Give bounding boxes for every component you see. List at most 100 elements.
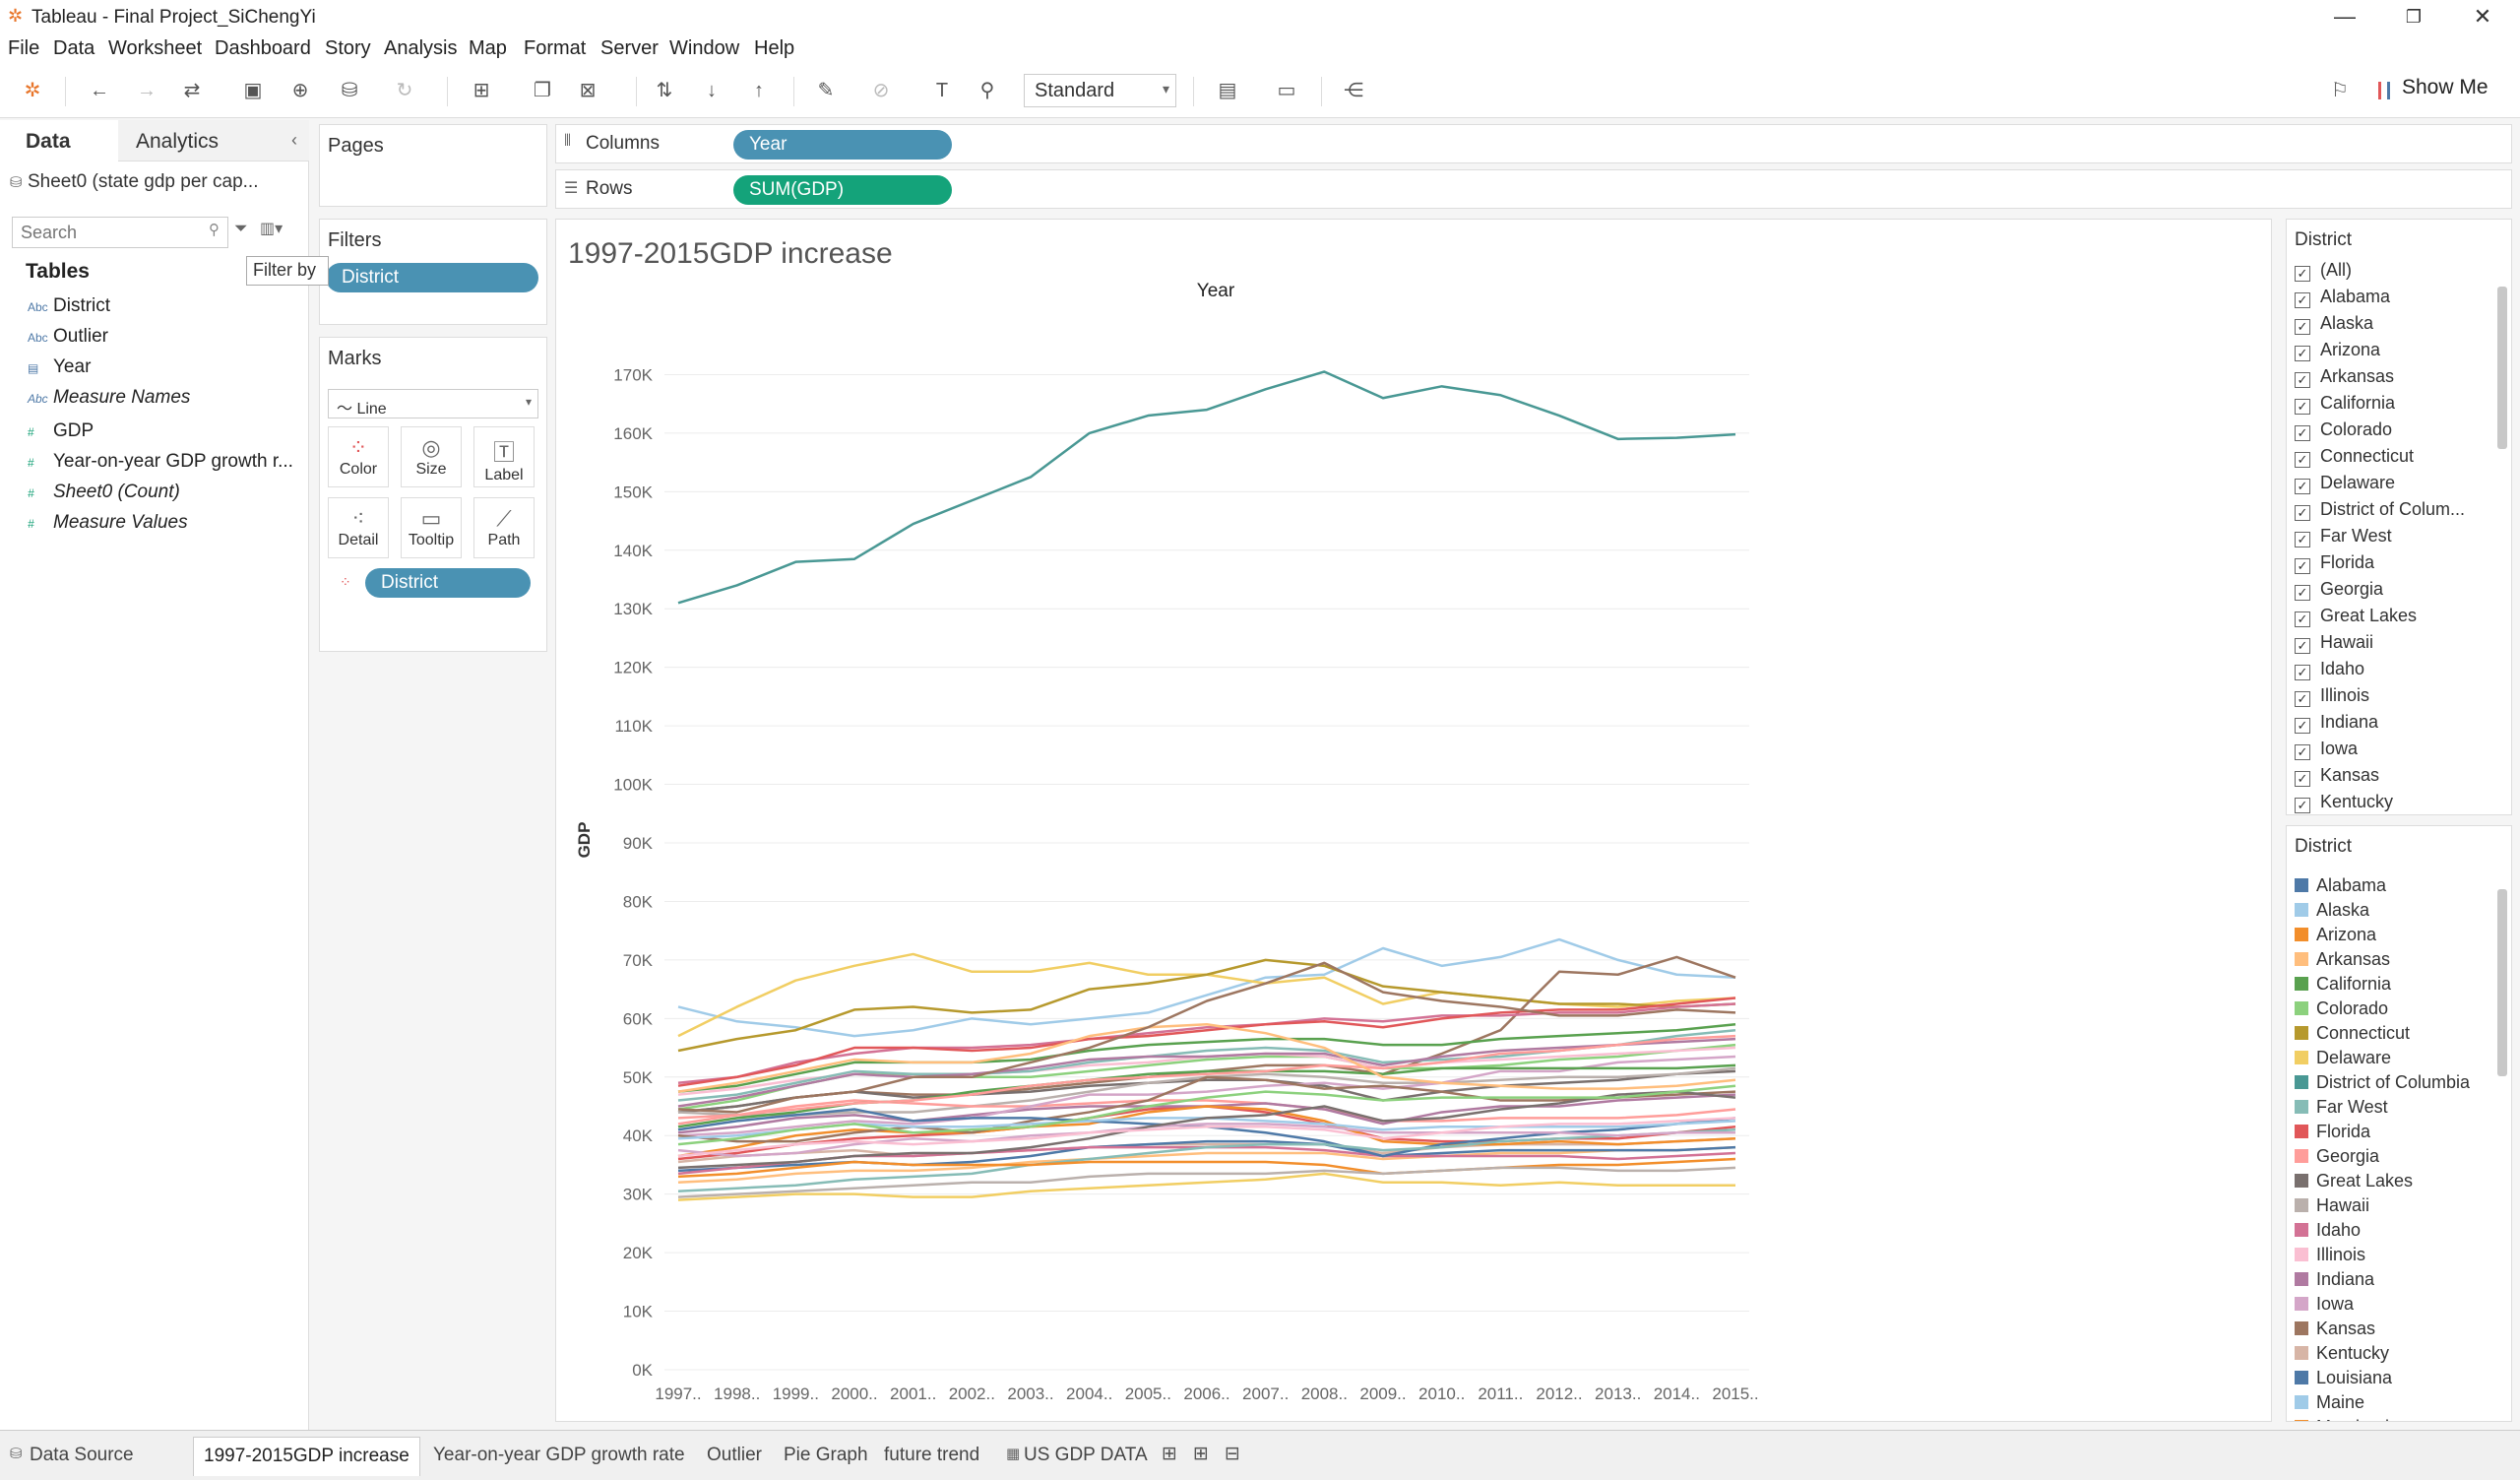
view-options-icon[interactable]: ▥▾: [260, 221, 284, 237]
filter-item[interactable]: ✓ Indiana: [2287, 709, 2511, 736]
highlight-icon[interactable]: ✎: [817, 80, 835, 101]
checkbox-icon[interactable]: ✓: [2295, 532, 2310, 547]
legend-item[interactable]: Great Lakes: [2287, 1169, 2511, 1193]
sort-ascending-icon[interactable]: ↓: [707, 80, 717, 101]
series-line[interactable]: [677, 1023, 1736, 1093]
legend-item[interactable]: Kentucky: [2287, 1341, 2511, 1366]
mark-type-dropdown[interactable]: 〜 Line ▾: [328, 389, 538, 418]
checkbox-icon[interactable]: ✓: [2295, 292, 2310, 308]
series-line[interactable]: [677, 1145, 1736, 1185]
legend-item[interactable]: Hawaii: [2287, 1193, 2511, 1218]
filter-item[interactable]: ✓ Colorado: [2287, 417, 2511, 443]
checkbox-icon[interactable]: ✓: [2295, 452, 2310, 468]
field-measure-names[interactable]: Abc Measure Names: [28, 387, 190, 409]
legend-item[interactable]: Colorado: [2287, 997, 2511, 1021]
mark-pill-district[interactable]: District: [365, 568, 531, 598]
filter-item[interactable]: ✓ (All): [2287, 257, 2511, 284]
series-line[interactable]: [677, 1166, 1736, 1198]
new-worksheet-icon[interactable]: ⊞: [472, 80, 490, 101]
menu-worksheet[interactable]: Worksheet: [108, 37, 203, 59]
pin-icon[interactable]: ⚲: [979, 80, 995, 101]
redo-icon[interactable]: →: [137, 80, 157, 101]
show-labels-icon[interactable]: T: [935, 80, 949, 101]
legend-item[interactable]: California: [2287, 972, 2511, 997]
tab-pie-graph[interactable]: Pie Graph: [784, 1445, 868, 1465]
series-line[interactable]: [677, 1023, 1736, 1093]
checkbox-icon[interactable]: ✓: [2295, 505, 2310, 521]
menu-analysis[interactable]: Analysis: [384, 37, 458, 59]
checkbox-icon[interactable]: ✓: [2295, 665, 2310, 680]
checkbox-icon[interactable]: ✓: [2295, 425, 2310, 441]
series-line[interactable]: [677, 1117, 1736, 1158]
filter-item[interactable]: ✓ Hawaii: [2287, 629, 2511, 656]
series-line[interactable]: [677, 1172, 1735, 1201]
series-line[interactable]: [677, 1055, 1736, 1137]
filter-item[interactable]: ✓ Kentucky: [2287, 789, 2511, 814]
series-line[interactable]: [677, 370, 1736, 605]
series-line[interactable]: [677, 1136, 1736, 1164]
legend-item[interactable]: Delaware: [2287, 1046, 2511, 1070]
menu-file[interactable]: File: [8, 37, 40, 59]
close-button[interactable]: ✕: [2473, 4, 2492, 29]
detail-button[interactable]: ⁖ Detail: [328, 497, 389, 558]
checkbox-icon[interactable]: ✓: [2295, 638, 2310, 654]
path-button[interactable]: ⟋ Path: [473, 497, 535, 558]
filter-item[interactable]: ✓ Florida: [2287, 549, 2511, 576]
legend-item[interactable]: Alabama: [2287, 873, 2511, 898]
legend-scrollbar[interactable]: [2497, 889, 2507, 1076]
filter-item[interactable]: ✓ Great Lakes: [2287, 603, 2511, 629]
menu-format[interactable]: Format: [524, 37, 587, 59]
tooltip-button[interactable]: ▭ Tooltip: [401, 497, 462, 558]
series-line[interactable]: [677, 1090, 1736, 1170]
filter-item[interactable]: ✓ Arkansas: [2287, 363, 2511, 390]
line-chart[interactable]: Year GDP 0K 10K 20K 30K 40K 50K 60K 70K 80K 90K 10…: [556, 220, 2273, 1423]
field-sheet0-count[interactable]: # Sheet0 (Count): [28, 482, 180, 503]
filter-item[interactable]: ✓ Kansas: [2287, 762, 2511, 789]
new-dashboard-tab-icon[interactable]: ⊞: [1193, 1444, 1209, 1464]
filter-pill-district[interactable]: District: [326, 263, 538, 292]
filter-scrollbar[interactable]: [2497, 287, 2507, 449]
checkbox-icon[interactable]: ✓: [2295, 319, 2310, 335]
refresh-icon[interactable]: ↻: [396, 80, 413, 101]
checkbox-icon[interactable]: ✓: [2295, 585, 2310, 601]
presentation-mode-icon[interactable]: ▭: [1277, 80, 1296, 101]
filter-item[interactable]: ✓ Iowa: [2287, 736, 2511, 762]
size-button[interactable]: ◎ Size: [401, 426, 462, 487]
series-line[interactable]: [677, 997, 1736, 1087]
checkbox-icon[interactable]: ✓: [2295, 266, 2310, 282]
field-yoy-growth[interactable]: # Year-on-year GDP growth r...: [28, 451, 293, 473]
menu-help[interactable]: Help: [754, 37, 795, 59]
group-icon[interactable]: ⊘: [872, 80, 890, 101]
filter-item[interactable]: ✓ Alaska: [2287, 310, 2511, 337]
legend-item[interactable]: Maryland: [2287, 1415, 2511, 1421]
checkbox-icon[interactable]: ✓: [2295, 718, 2310, 734]
series-line[interactable]: [677, 1037, 1736, 1108]
tab-analytics[interactable]: Analytics: [118, 120, 309, 161]
series-line[interactable]: [677, 1075, 1736, 1143]
checkbox-icon[interactable]: ✓: [2295, 558, 2310, 574]
filter-icon[interactable]: ⏷: [234, 219, 248, 237]
collapse-pane-icon[interactable]: ‹: [291, 130, 297, 150]
data-source-name[interactable]: Sheet0 (state gdp per cap...: [28, 171, 259, 192]
fit-dropdown[interactable]: Standard ▾: [1024, 74, 1176, 107]
series-line[interactable]: [677, 937, 1736, 1038]
tab-gdp-increase[interactable]: 1997-2015GDP increase: [193, 1437, 420, 1476]
filter-item[interactable]: ✓ Arizona: [2287, 337, 2511, 363]
legend-item[interactable]: Iowa: [2287, 1292, 2511, 1317]
legend-item[interactable]: Maine: [2287, 1390, 2511, 1415]
checkbox-icon[interactable]: ✓: [2295, 479, 2310, 494]
checkbox-icon[interactable]: ✓: [2295, 744, 2310, 760]
checkbox-icon[interactable]: ✓: [2295, 771, 2310, 787]
field-district[interactable]: Abc District: [28, 295, 110, 317]
series-line[interactable]: [677, 1157, 1736, 1179]
series-line[interactable]: [677, 1002, 1736, 1084]
rows-pill-sum-gdp[interactable]: SUM(GDP): [733, 175, 952, 205]
legend-item[interactable]: Louisiana: [2287, 1366, 2511, 1390]
series-line[interactable]: [677, 1105, 1736, 1158]
undo-icon[interactable]: ←: [90, 80, 109, 101]
series-line[interactable]: [677, 1034, 1736, 1120]
filter-item[interactable]: ✓ Far West: [2287, 523, 2511, 549]
color-button[interactable]: ⁘ Color: [328, 426, 389, 487]
filter-item[interactable]: ✓ California: [2287, 390, 2511, 417]
checkbox-icon[interactable]: ✓: [2295, 346, 2310, 361]
